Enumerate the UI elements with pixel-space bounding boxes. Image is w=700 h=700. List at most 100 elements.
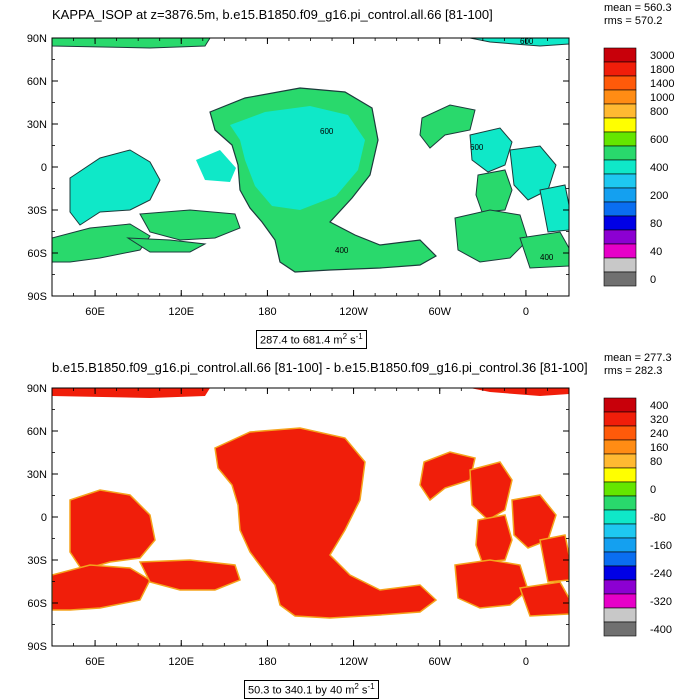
panel2-rms: rms = 282.3 xyxy=(604,365,663,377)
colorbar-swatch xyxy=(603,537,637,553)
x-tick-label: 180 xyxy=(258,656,276,668)
colorbar-label: 400 xyxy=(650,162,668,174)
y-tick-label: 30N xyxy=(27,119,47,131)
y-tick-label: 90S xyxy=(27,291,47,303)
colorbar-swatch xyxy=(603,425,637,441)
panel1-contour-label: 600 xyxy=(520,37,534,46)
x-tick-label: 120W xyxy=(339,306,368,318)
colorbar-label: 160 xyxy=(650,442,668,454)
colorbar-swatch xyxy=(603,215,637,231)
colorbar-swatch xyxy=(603,61,637,77)
x-tick-label: 120E xyxy=(168,656,194,668)
panel1-range-sup: 2 xyxy=(342,332,348,341)
panel1-contour-label: 600 xyxy=(470,143,484,152)
colorbar-label: 3000 xyxy=(650,50,674,62)
colorbar-swatch xyxy=(603,103,637,119)
y-tick-label: 0 xyxy=(41,512,47,524)
panel1-title: KAPPA_ISOP at z=3876.5m, b.e15.B1850.f09… xyxy=(52,7,493,22)
colorbar-label: -320 xyxy=(650,596,672,608)
colorbar-swatch xyxy=(603,453,637,469)
y-tick-label: 60N xyxy=(27,76,47,88)
y-tick-label: 30S xyxy=(27,555,47,567)
panel2-pacific xyxy=(214,427,438,619)
x-tick-label: 0 xyxy=(523,656,529,668)
colorbar-swatch xyxy=(603,173,637,189)
panel2-mean: mean = 277.3 xyxy=(604,352,672,364)
colorbar-label: 800 xyxy=(650,106,668,118)
y-tick-label: 60S xyxy=(27,248,47,260)
colorbar-swatch xyxy=(603,47,637,63)
panel1-mean: mean = 560.3 xyxy=(604,2,672,14)
colorbar-swatch xyxy=(603,495,637,511)
panel2-axes: 60E 120E 180 120W 60W 0 90N 60N 30N 0 30S 60S 90S xyxy=(27,383,570,668)
colorbar-label: 320 xyxy=(650,414,668,426)
panel2-title: b.e15.B1850.f09_g16.pi_control.all.66 [8… xyxy=(52,360,588,375)
y-tick-label: 90S xyxy=(27,641,47,653)
colorbar-label: -80 xyxy=(650,512,666,524)
colorbar-label: 1400 xyxy=(650,78,674,90)
panel1-rms: rms = 570.2 xyxy=(604,15,663,27)
colorbar-swatch xyxy=(603,565,637,581)
colorbar-swatch xyxy=(603,593,637,609)
colorbar-swatch xyxy=(603,411,637,427)
panel1-pacific-core xyxy=(230,106,365,210)
panel2-map xyxy=(52,388,569,646)
colorbar-label: 0 xyxy=(650,484,656,496)
panel2-arctic-left xyxy=(52,388,210,398)
colorbar-swatch xyxy=(603,131,637,147)
colorbar-label: 1000 xyxy=(650,92,674,104)
panel2-colorbar: 400 320 240 160 80 0 -80 -160 -240 -320 -400 xyxy=(603,397,672,637)
colorbar-swatch xyxy=(603,579,637,595)
colorbar-swatch xyxy=(603,159,637,175)
colorbar-swatch xyxy=(603,145,637,161)
y-tick-label: 0 xyxy=(41,162,47,174)
colorbar-label: 80 xyxy=(650,456,662,468)
colorbar-label: 240 xyxy=(650,428,668,440)
panel1-contour-label: 400 xyxy=(335,246,349,255)
x-tick-label: 120E xyxy=(168,306,194,318)
colorbar-swatch xyxy=(603,201,637,217)
panel2-arctic-right xyxy=(470,388,569,396)
colorbar-swatch xyxy=(603,75,637,91)
colorbar-swatch xyxy=(603,551,637,567)
x-tick-label: 120W xyxy=(339,656,368,668)
x-tick-label: 60E xyxy=(85,306,105,318)
colorbar-label: 40 xyxy=(650,246,662,258)
y-tick-label: 30N xyxy=(27,469,47,481)
colorbar-label: 80 xyxy=(650,218,662,230)
colorbar-label: 600 xyxy=(650,134,668,146)
x-tick-label: 60W xyxy=(428,656,451,668)
panel1-range-tail: s xyxy=(347,334,356,347)
y-tick-label: 60S xyxy=(27,598,47,610)
colorbar-swatch xyxy=(603,439,637,455)
x-tick-label: 60W xyxy=(428,306,451,318)
panel2-range-label: 50.3 to 340.1 by 40 m xyxy=(248,684,355,697)
colorbar-swatch xyxy=(603,271,637,287)
colorbar-swatch xyxy=(603,607,637,623)
panel1-map xyxy=(52,38,569,296)
panel1-range-box: 287.4 to 681.4 m2 s-1 xyxy=(256,330,367,349)
y-tick-label: 90N xyxy=(27,33,47,45)
panel1-indian xyxy=(69,149,161,226)
x-tick-label: 180 xyxy=(258,306,276,318)
colorbar-swatch xyxy=(603,481,637,497)
panel1-contour-labels: 600 600 400 400 600 xyxy=(320,37,554,262)
y-tick-label: 30S xyxy=(27,205,47,217)
colorbar-label: -400 xyxy=(650,624,672,636)
y-tick-label: 60N xyxy=(27,426,47,438)
colorbar-label: -240 xyxy=(650,568,672,580)
colorbar-swatch xyxy=(603,621,637,637)
panel2-range-box: 50.3 to 340.1 by 40 m2 s-1 xyxy=(244,680,379,699)
colorbar-swatch xyxy=(603,509,637,525)
panel1-arctic-left xyxy=(52,38,211,49)
colorbar-swatch xyxy=(603,523,637,539)
panel2-range-sup2: -1 xyxy=(367,682,375,691)
panel1-range-sup2: -1 xyxy=(355,332,363,341)
colorbar-swatch xyxy=(603,257,637,273)
colorbar-swatch xyxy=(603,89,637,105)
colorbar-swatch xyxy=(603,397,637,413)
colorbar-label: 0 xyxy=(650,274,656,286)
colorbar-swatch xyxy=(603,187,637,203)
